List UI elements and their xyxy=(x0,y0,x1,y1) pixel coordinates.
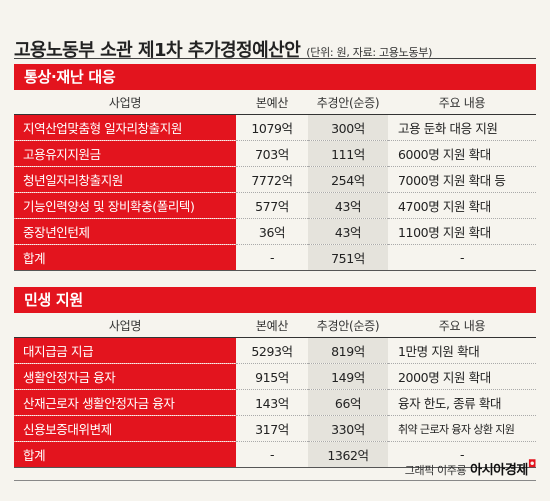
table-row: 고용유지지원금 703억 111억 6000명 지원 확대 xyxy=(14,140,536,167)
row-note: 1만명 지원 확대 xyxy=(388,337,536,364)
row-note: 4700명 지원 확대 xyxy=(388,192,536,219)
title-divider xyxy=(14,58,536,59)
col-header-supp: 추경안(순증) xyxy=(308,90,388,115)
total-label: 합계 xyxy=(14,441,236,468)
row-base: 317억 xyxy=(236,415,308,442)
row-name: 지역산업맞춤형 일자리창출지원 xyxy=(14,114,236,141)
publisher-logo: 아시아경제 xyxy=(470,463,528,478)
section-title: 민생 지원 xyxy=(14,287,536,313)
section-title: 통상·재난 대응 xyxy=(14,64,536,90)
section-trade-disaster: 통상·재난 대응 사업명 본예산 추경안(순증) 주요 내용 지역산업맞춤형 일… xyxy=(14,64,536,271)
row-note: 융자 한도, 종류 확대 xyxy=(388,389,536,416)
row-base: 1079억 xyxy=(236,114,308,141)
row-note: 2000명 지원 확대 xyxy=(388,363,536,390)
row-base: 915억 xyxy=(236,363,308,390)
total-base: - xyxy=(236,244,308,271)
row-note: 6000명 지원 확대 xyxy=(388,140,536,167)
row-base: 5293억 xyxy=(236,337,308,364)
total-base: - xyxy=(236,441,308,468)
table-row: 대지급금 지급 5293억 819억 1만명 지원 확대 xyxy=(14,337,536,364)
row-supp: 111억 xyxy=(308,140,388,167)
total-note: - xyxy=(388,244,536,271)
col-header-base: 본예산 xyxy=(236,313,308,338)
total-label: 합계 xyxy=(14,244,236,271)
col-header-name: 사업명 xyxy=(14,90,236,115)
row-name: 산재근로자 생활안정자금 융자 xyxy=(14,389,236,416)
row-base: 143억 xyxy=(236,389,308,416)
row-note: 7000명 지원 확대 등 xyxy=(388,166,536,193)
col-header-note: 주요 내용 xyxy=(388,90,536,115)
total-supp: 751억 xyxy=(308,244,388,271)
table-row: 기능인력양성 및 장비확충(폴리텍) 577억 43억 4700명 지원 확대 xyxy=(14,192,536,219)
table-header-row: 사업명 본예산 추경안(순증) 주요 내용 xyxy=(14,313,536,338)
row-supp: 43억 xyxy=(308,192,388,219)
row-supp: 254억 xyxy=(308,166,388,193)
row-supp: 43억 xyxy=(308,218,388,245)
row-name: 신용보증대위변제 xyxy=(14,415,236,442)
col-header-supp: 추경안(순증) xyxy=(308,313,388,338)
table-header-row: 사업명 본예산 추경안(순증) 주요 내용 xyxy=(14,90,536,115)
title-unit: (단위: 원, 자료: 고용노동부) xyxy=(306,46,433,59)
table-row: 산재근로자 생활안정자금 융자 143억 66억 융자 한도, 종류 확대 xyxy=(14,389,536,416)
total-note: - xyxy=(388,441,536,468)
row-supp: 66억 xyxy=(308,389,388,416)
row-note: 고용 둔화 대응 지원 xyxy=(388,114,536,141)
row-name: 생활안정자금 융자 xyxy=(14,363,236,390)
row-base: 703억 xyxy=(236,140,308,167)
row-note: 취약 근로자 융자 상환 지원 xyxy=(388,415,536,442)
col-header-name: 사업명 xyxy=(14,313,236,338)
row-supp: 300억 xyxy=(308,114,388,141)
row-name: 고용유지지원금 xyxy=(14,140,236,167)
total-row: 합계 - 1362억 - xyxy=(14,441,536,468)
page-title: 고용노동부 소관 제1차 추가경정예산안 (단위: 원, 자료: 고용노동부) xyxy=(14,36,432,62)
row-name: 대지급금 지급 xyxy=(14,337,236,364)
row-base: 7772억 xyxy=(236,166,308,193)
col-header-note: 주요 내용 xyxy=(388,313,536,338)
row-base: 36억 xyxy=(236,218,308,245)
footer-credit: 그래픽 이주룡 아시아경제◘ xyxy=(404,459,537,478)
table-row: 신용보증대위변제 317억 330억 취약 근로자 융자 상환 지원 xyxy=(14,415,536,442)
title-main: 고용노동부 소관 제1차 추가경정예산안 xyxy=(14,40,301,61)
row-name: 중장년인턴제 xyxy=(14,218,236,245)
budget-table: 사업명 본예산 추경안(순증) 주요 내용 대지급금 지급 5293억 819억… xyxy=(14,313,536,468)
budget-table: 사업명 본예산 추경안(순증) 주요 내용 지역산업맞춤형 일자리창출지원 10… xyxy=(14,90,536,271)
table-row: 지역산업맞춤형 일자리창출지원 1079억 300억 고용 둔화 대응 지원 xyxy=(14,114,536,141)
row-name: 기능인력양성 및 장비확충(폴리텍) xyxy=(14,192,236,219)
row-supp: 149억 xyxy=(308,363,388,390)
total-supp: 1362억 xyxy=(308,441,388,468)
row-base: 577억 xyxy=(236,192,308,219)
table-row: 중장년인턴제 36억 43억 1100명 지원 확대 xyxy=(14,218,536,245)
row-note: 1100명 지원 확대 xyxy=(388,218,536,245)
total-row: 합계 - 751억 - xyxy=(14,244,536,271)
graphic-credit: 그래픽 이주룡 xyxy=(404,464,467,477)
logo-mark-icon: ◘ xyxy=(527,459,536,470)
footer-divider xyxy=(14,480,536,481)
row-supp: 819억 xyxy=(308,337,388,364)
row-supp: 330억 xyxy=(308,415,388,442)
col-header-base: 본예산 xyxy=(236,90,308,115)
row-name: 청년일자리창출지원 xyxy=(14,166,236,193)
section-livelihood: 민생 지원 사업명 본예산 추경안(순증) 주요 내용 대지급금 지급 5293… xyxy=(14,287,536,468)
table-row: 청년일자리창출지원 7772억 254억 7000명 지원 확대 등 xyxy=(14,166,536,193)
table-row: 생활안정자금 융자 915억 149억 2000명 지원 확대 xyxy=(14,363,536,390)
